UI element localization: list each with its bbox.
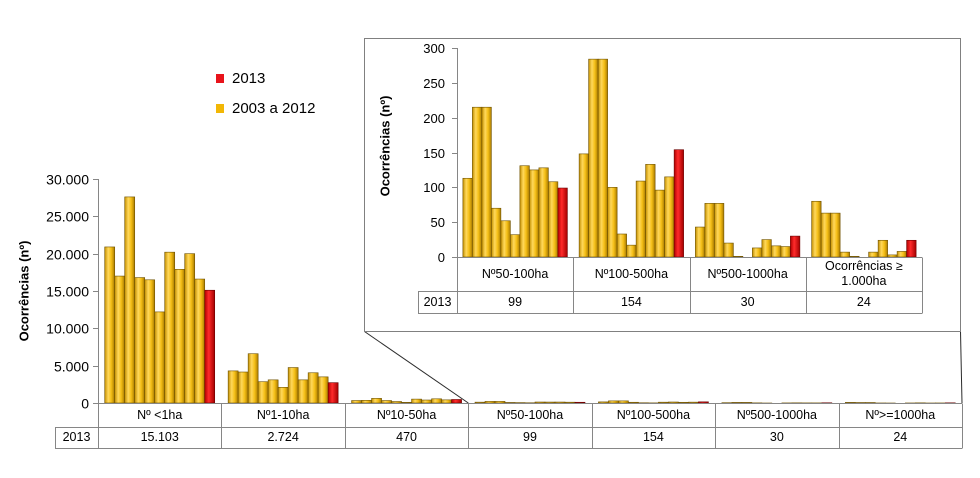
inset-chart: 0 50 100 150 200 250 300 Ocorrências (nº) bbox=[378, 41, 923, 314]
main-table-category: Nº10-50ha bbox=[376, 407, 437, 422]
main-y-tick-label: 25.000 bbox=[46, 209, 89, 225]
main-table-value-2013: 2.724 bbox=[267, 430, 299, 444]
inset-y-tick-label: 50 bbox=[431, 215, 445, 230]
main-table-category: Nº500-1000ha bbox=[736, 407, 818, 422]
main-table-value-2013: 15.103 bbox=[140, 430, 179, 444]
inset-y-tick-label: 250 bbox=[423, 76, 445, 91]
inset-table-row-label: 2013 bbox=[423, 294, 452, 309]
main-table-category: Nº50-100ha bbox=[496, 407, 564, 422]
zoom-line-left bbox=[364, 331, 469, 404]
main-table-row-label: 2013 bbox=[62, 430, 91, 444]
inset-table-category: Nº50-100ha bbox=[481, 266, 549, 281]
inset-y-tick-label: 200 bbox=[423, 111, 445, 126]
main-y-tick-label: 0 bbox=[81, 396, 89, 412]
inset-table-value-2013: 154 bbox=[620, 294, 642, 309]
inset-y-tick-label: 300 bbox=[423, 41, 445, 56]
main-y-axis-title: Ocorrências (nº) bbox=[17, 241, 32, 342]
inset-table-category: Nº500-1000ha bbox=[707, 266, 788, 281]
inset-y-tick-label: 150 bbox=[423, 146, 445, 161]
main-y-tick-label: 20.000 bbox=[46, 247, 89, 263]
main-table-value-2013: 24 bbox=[893, 430, 908, 444]
inset-bars bbox=[462, 58, 917, 258]
inset-table-category: Ocorrências ≥ 1.000ha bbox=[825, 259, 903, 288]
main-y-tick-label: 30.000 bbox=[46, 172, 89, 188]
main-table-category: Nº>=1000ha bbox=[865, 407, 936, 422]
main-y-tick-label: 5.000 bbox=[54, 359, 89, 375]
inset-y-tick-label: 0 bbox=[438, 250, 445, 265]
main-y-tick-label: 15.000 bbox=[46, 284, 89, 300]
legend-swatch-2013 bbox=[216, 73, 224, 83]
main-table-value-2013: 470 bbox=[396, 430, 417, 444]
inset-y-axis-title: Ocorrências (nº) bbox=[378, 96, 393, 197]
inset-table-value-2013: 99 bbox=[508, 294, 523, 309]
inset-y-tick-label: 100 bbox=[423, 180, 445, 195]
main-table-category: Nº100-500ha bbox=[616, 407, 691, 422]
legend-item-2003-2012: 2003 a 2012 bbox=[216, 93, 315, 123]
zoom-connector bbox=[364, 331, 963, 404]
inset-table-value-2013: 24 bbox=[856, 294, 871, 309]
main-table-value-2013: 154 bbox=[642, 430, 664, 444]
main-table-value-2013: 99 bbox=[523, 430, 537, 444]
legend-label-2003-2012: 2003 a 2012 bbox=[232, 99, 316, 117]
main-table-value-2013: 30 bbox=[769, 430, 784, 444]
main-table-category: Nº <1ha bbox=[137, 407, 183, 422]
legend-item-2013: 2013 bbox=[216, 63, 265, 93]
legend-swatch-2003-2012 bbox=[216, 103, 224, 113]
inset-table-category: Nº100-500ha bbox=[594, 266, 669, 281]
main-table-category: Nº1-10ha bbox=[256, 407, 310, 422]
main-y-tick-label: 10.000 bbox=[46, 321, 89, 337]
legend: 2013 2003 a 2012 bbox=[216, 63, 346, 123]
inset-table-value-2013: 30 bbox=[740, 294, 755, 309]
legend-label-2013: 2013 bbox=[232, 69, 266, 87]
zoom-line-right bbox=[960, 331, 963, 404]
main-bars bbox=[104, 196, 956, 404]
main-chart: 0 5.000 10.000 15.000 20.000 25.000 30.000 Ocor… bbox=[17, 172, 963, 449]
